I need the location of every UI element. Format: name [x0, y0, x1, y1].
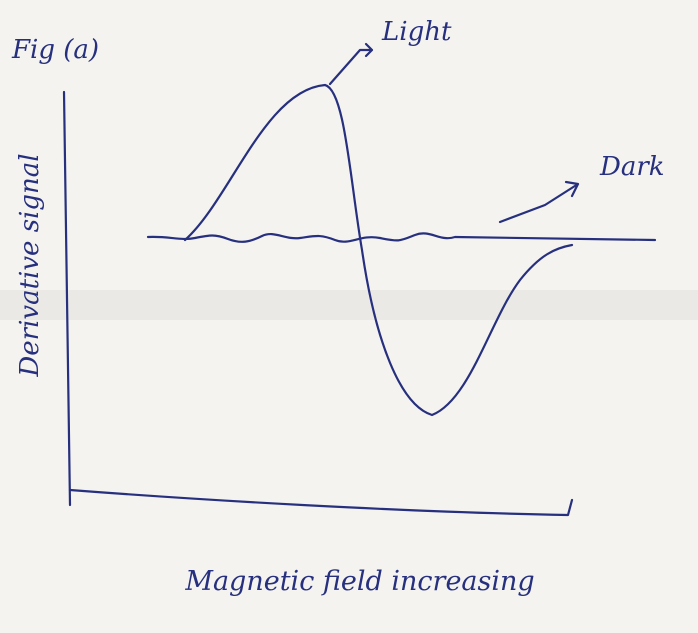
dark-label: Dark [599, 152, 665, 182]
figure-label: Fig (a) [11, 35, 99, 65]
y-axis-label: Derivative signal [15, 153, 45, 377]
light-label: Light [381, 17, 452, 47]
diagram: Fig (a) Light Dark Derivative signal Mag… [0, 0, 698, 633]
x-axis-label: Magnetic field increasing [184, 566, 534, 597]
bleed-through [0, 290, 698, 320]
